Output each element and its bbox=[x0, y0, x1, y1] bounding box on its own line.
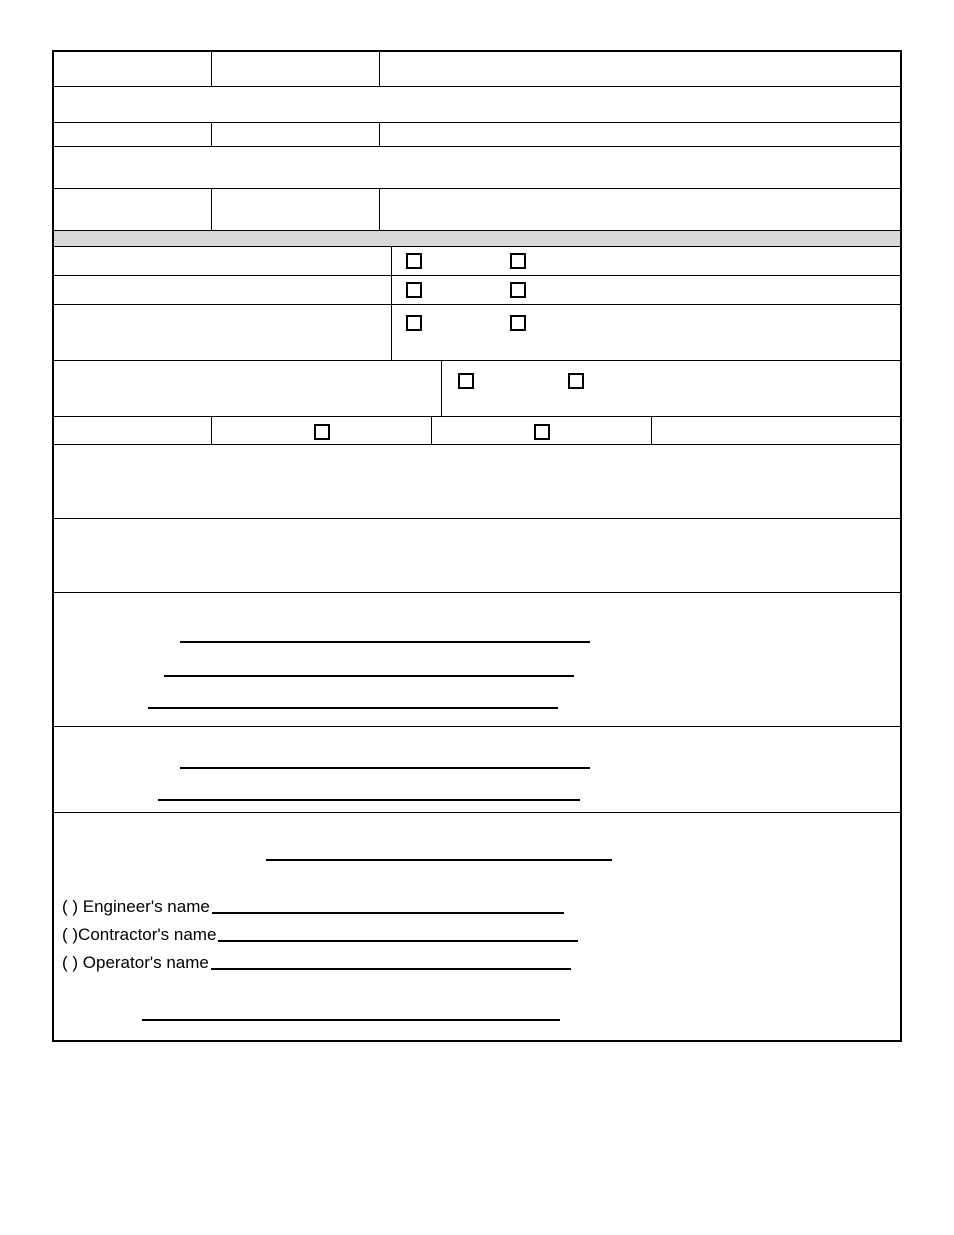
r4c1[interactable] bbox=[54, 417, 212, 444]
name-row-1-line[interactable] bbox=[212, 900, 564, 914]
row2-full[interactable] bbox=[54, 87, 900, 122]
name-row-3: ( ) Operator's name bbox=[54, 949, 900, 977]
ck2-box1[interactable] bbox=[406, 282, 422, 298]
row-6-gray bbox=[54, 230, 900, 246]
name-row-1: ( ) Engineer's name bbox=[54, 893, 900, 921]
sig1-line2[interactable] bbox=[164, 675, 574, 677]
names-top-line[interactable] bbox=[266, 859, 612, 861]
form-outer: ( ) Engineer's name ( )Contractor's name… bbox=[52, 50, 902, 1042]
four-col-row bbox=[54, 416, 900, 444]
row3-cell3[interactable] bbox=[380, 123, 900, 146]
ck3-value bbox=[392, 305, 900, 360]
names-cell: ( ) Engineer's name ( )Contractor's name… bbox=[54, 813, 900, 1040]
row5-cell3[interactable] bbox=[380, 189, 900, 230]
sig1-line1[interactable] bbox=[180, 641, 590, 643]
row1-cell3[interactable] bbox=[380, 52, 900, 86]
ck1-box2[interactable] bbox=[510, 253, 526, 269]
ck-row-3 bbox=[54, 304, 900, 360]
sig-block-2 bbox=[54, 726, 900, 812]
ck4-value bbox=[442, 361, 900, 416]
ck1-box1[interactable] bbox=[406, 253, 422, 269]
free-row-1[interactable] bbox=[54, 444, 900, 518]
sig2-line2[interactable] bbox=[158, 799, 580, 801]
ck2-label bbox=[54, 276, 392, 304]
r4c2 bbox=[212, 417, 432, 444]
names-block: ( ) Engineer's name ( )Contractor's name… bbox=[54, 812, 900, 1040]
r4c3-box[interactable] bbox=[534, 424, 550, 440]
ck-row-2 bbox=[54, 275, 900, 304]
sig1-cell bbox=[54, 593, 900, 726]
name-row-3-label: ( ) Operator's name bbox=[62, 953, 209, 973]
name-row-2-label: ( )Contractor's name bbox=[62, 925, 216, 945]
name-row-2-line[interactable] bbox=[218, 928, 578, 942]
sig1-line3[interactable] bbox=[148, 707, 558, 709]
row3-cell2[interactable] bbox=[212, 123, 380, 146]
row5-cell1[interactable] bbox=[54, 189, 212, 230]
row4-full[interactable] bbox=[54, 147, 900, 188]
sig2-line1[interactable] bbox=[180, 767, 590, 769]
r4c2-box[interactable] bbox=[314, 424, 330, 440]
sig2-cell bbox=[54, 727, 900, 812]
name-row-3-line[interactable] bbox=[211, 956, 571, 970]
row5-cell2[interactable] bbox=[212, 189, 380, 230]
name-row-2: ( )Contractor's name bbox=[54, 921, 900, 949]
row-5 bbox=[54, 188, 900, 230]
row-1 bbox=[54, 52, 900, 86]
ck2-box2[interactable] bbox=[510, 282, 526, 298]
row1-cell1[interactable] bbox=[54, 52, 212, 86]
row3-cell1[interactable] bbox=[54, 123, 212, 146]
free2-cell[interactable] bbox=[54, 519, 900, 592]
ck4-label bbox=[54, 361, 442, 416]
ck3-label bbox=[54, 305, 392, 360]
ck3-box2[interactable] bbox=[510, 315, 526, 331]
free-row-2[interactable] bbox=[54, 518, 900, 592]
name-row-1-label: ( ) Engineer's name bbox=[62, 897, 210, 917]
ck4-box1[interactable] bbox=[458, 373, 474, 389]
row-3 bbox=[54, 122, 900, 146]
row6-gray-cell bbox=[54, 231, 900, 246]
r4c4[interactable] bbox=[652, 417, 900, 444]
ck4-box2[interactable] bbox=[568, 373, 584, 389]
row1-cell2[interactable] bbox=[212, 52, 380, 86]
names-bottom-line[interactable] bbox=[142, 1019, 560, 1021]
sig-block-1 bbox=[54, 592, 900, 726]
ck-row-4 bbox=[54, 360, 900, 416]
r4c3 bbox=[432, 417, 652, 444]
ck1-label bbox=[54, 247, 392, 275]
ck2-value bbox=[392, 276, 900, 304]
row-4[interactable] bbox=[54, 146, 900, 188]
page: ( ) Engineer's name ( )Contractor's name… bbox=[0, 0, 954, 1235]
row-2[interactable] bbox=[54, 86, 900, 122]
ck-row-1 bbox=[54, 246, 900, 275]
ck3-box1[interactable] bbox=[406, 315, 422, 331]
free1-cell[interactable] bbox=[54, 445, 900, 518]
ck1-value bbox=[392, 247, 900, 275]
